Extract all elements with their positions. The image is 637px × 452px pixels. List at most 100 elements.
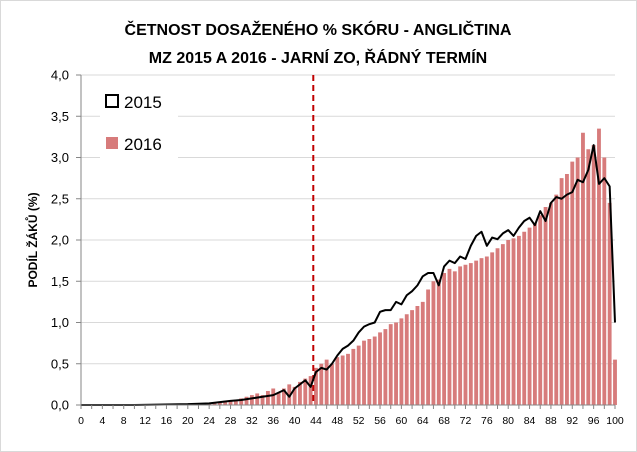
- y-tick-label: 2,0: [51, 233, 69, 248]
- legend-label-2015: 2015: [124, 93, 162, 112]
- bar-2016: [458, 266, 463, 405]
- bar-2016: [287, 384, 292, 405]
- bar-2016: [436, 279, 441, 405]
- bar-2016: [532, 223, 537, 405]
- line-2015: [81, 144, 616, 406]
- bar-2016: [388, 324, 393, 405]
- bar-2016: [399, 318, 404, 405]
- bar-2016: [474, 260, 479, 405]
- bar-2016: [212, 403, 217, 405]
- legend: 2015 2016: [100, 80, 178, 162]
- y-tick-label: 0,0: [51, 398, 69, 413]
- bar-2016: [479, 258, 484, 405]
- bar-2016: [271, 388, 276, 405]
- bar-2016: [511, 238, 516, 405]
- bar-2016: [378, 332, 382, 405]
- bar-2016: [223, 400, 228, 405]
- bar-2016: [442, 273, 447, 405]
- bar-2016: [484, 256, 489, 405]
- x-tick-label: 52: [353, 415, 365, 427]
- bar-2016: [367, 339, 372, 405]
- bar-2016: [565, 174, 569, 405]
- bar-2016: [308, 376, 313, 405]
- bar-2016: [410, 310, 415, 405]
- bar-2016: [415, 306, 420, 405]
- x-tick-label: 68: [438, 415, 450, 427]
- bar-2016: [602, 157, 607, 405]
- bar-2016: [292, 386, 297, 405]
- bar-2016: [447, 268, 452, 405]
- bar-2016: [330, 363, 334, 405]
- x-tick-label: 24: [203, 415, 215, 427]
- x-tick-label: 8: [121, 415, 127, 427]
- bar-2016: [522, 231, 527, 405]
- bar-2016: [500, 244, 505, 405]
- x-tick-label: 48: [331, 415, 343, 427]
- bar-2016: [346, 353, 350, 405]
- x-tick-label: 16: [161, 415, 173, 427]
- bar-2016: [239, 398, 244, 405]
- y-tick-labels: 0,0 0,5 1,0 1,5 2,0 2,5 3,0 3,5 4,0: [51, 68, 69, 413]
- bar-2016: [468, 263, 473, 405]
- x-tick-label: 44: [310, 415, 322, 427]
- bar-2016: [249, 395, 254, 405]
- bar-2016: [527, 227, 532, 405]
- bar-2016: [303, 378, 308, 405]
- x-tick-label: 84: [524, 415, 536, 427]
- bar-2016: [276, 392, 281, 405]
- chart-title-line-1: ČETNOST DOSAŽENÉHO % SKÓRU - ANGLIČTINA: [125, 20, 512, 39]
- x-tick-label: 60: [396, 415, 408, 427]
- axes: [76, 74, 616, 409]
- x-tick-label: 72: [460, 415, 472, 427]
- line-2015-path: [81, 144, 616, 406]
- y-tick-label: 1,5: [51, 274, 69, 289]
- x-tick-label: 76: [481, 415, 493, 427]
- bar-2016: [431, 281, 436, 405]
- bar-2016: [362, 340, 366, 405]
- bar-2016: [383, 329, 388, 405]
- x-tick-label: 80: [502, 415, 514, 427]
- y-tick-label: 4,0: [51, 68, 69, 83]
- legend-swatch-2016: [106, 137, 118, 149]
- x-tick-label: 4: [99, 415, 105, 427]
- bar-2016: [340, 355, 345, 405]
- bar-2016: [298, 381, 302, 405]
- bar-2016: [506, 240, 511, 405]
- bar-2016: [394, 322, 398, 405]
- bar-2016: [516, 235, 521, 405]
- bar-2016: [554, 194, 559, 405]
- bar-2016: [356, 345, 361, 405]
- bar-2016: [228, 400, 233, 405]
- bar-2016: [581, 132, 585, 405]
- bar-2016: [281, 388, 286, 405]
- bar-2016: [404, 314, 409, 405]
- bar-2016: [217, 401, 222, 405]
- bar-2016: [613, 359, 617, 405]
- bar-2016: [233, 400, 238, 405]
- bar-2016: [495, 248, 500, 405]
- bar-2016: [463, 264, 468, 405]
- y-tick-label: 2,5: [51, 191, 69, 206]
- y-tick-label: 0,5: [51, 356, 69, 371]
- x-tick-label: 32: [246, 415, 258, 427]
- bar-2016: [575, 157, 580, 405]
- bar-2016: [559, 178, 564, 405]
- x-tick-labels: 0 4 8 12 16 20 24 28 32 36 40 44 48 52 56 60 64 68 72 76 80 8…: [78, 415, 624, 427]
- chart-title-line-2: MZ 2015 A 2016 - JARNÍ ZO, ŘÁDNÝ TERMÍN: [149, 48, 487, 67]
- bar-2016: [543, 207, 548, 405]
- x-tick-label: 88: [545, 415, 557, 427]
- x-tick-label: 28: [225, 415, 237, 427]
- bar-2016: [586, 149, 591, 405]
- x-tick-label: 12: [139, 415, 151, 427]
- bar-2016: [314, 367, 318, 405]
- y-tick-label: 3,0: [51, 150, 69, 165]
- x-tick-label: 20: [182, 415, 194, 427]
- x-tick-label: 64: [417, 415, 429, 427]
- bar-2016: [244, 396, 249, 405]
- bar-2016: [319, 363, 324, 405]
- bar-2016: [420, 301, 425, 405]
- legend-label-2016: 2016: [124, 135, 162, 154]
- bar-2016: [452, 271, 457, 405]
